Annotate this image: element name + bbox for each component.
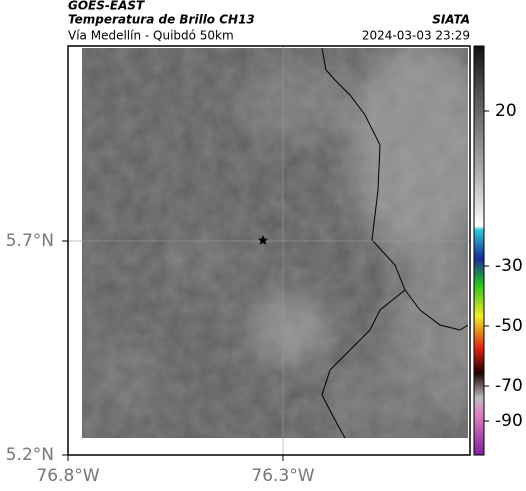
colorbar-tick-label: -90 [495,411,523,431]
colorbar-tick-label: -70 [495,376,523,396]
location-marker [257,235,268,245]
lon-tick-label: 76.3°W [251,466,314,486]
colorbar-tick-label: 20 [495,101,517,121]
colorbar-ticks: 20 -30 -50 -70 -90 [484,101,523,431]
lon-tick-label: 76.8°W [36,466,99,486]
title: GOES-EAST [68,0,145,13]
source: SIATA [432,13,470,27]
satellite-image [82,48,468,438]
caption: Vía Medellín - Quibdó 50km [68,29,234,43]
map-frame [67,45,471,456]
axis-ticks: 5.7°N 5.2°N76.8°W 76.3°W [6,231,315,486]
lat-tick-label: 5.2°N [6,445,54,465]
timestamp: 2024-03-03 23:29 [362,29,470,43]
colorbar-tick-label: -50 [495,316,523,336]
lat-tick-label: 5.7°N [6,231,54,251]
colorbar-tick-label: -30 [495,256,523,276]
subtitle: Temperatura de Brillo CH13 [68,13,255,27]
colorbar [473,45,485,456]
